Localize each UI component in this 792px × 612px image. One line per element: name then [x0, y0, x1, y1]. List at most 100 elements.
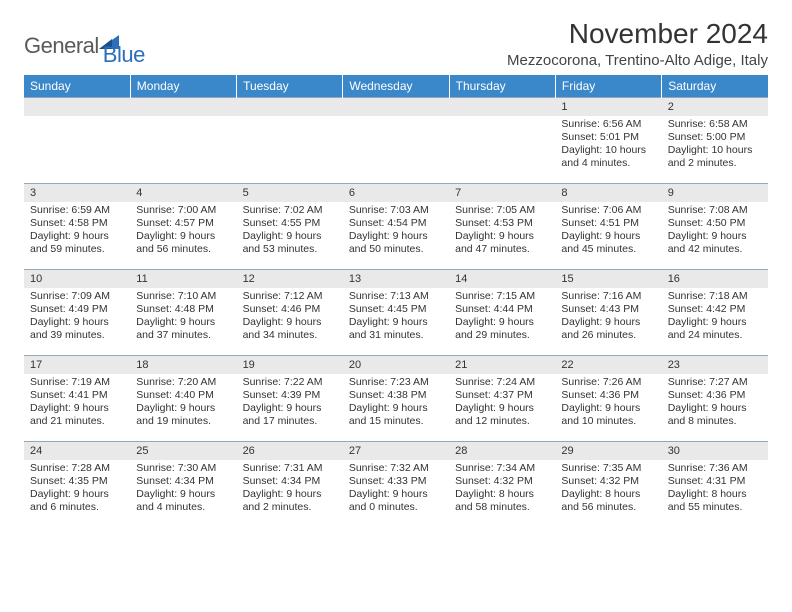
daylight-line2: and 15 minutes. — [349, 415, 443, 428]
daylight-line2: and 2 minutes. — [243, 501, 337, 514]
sunrise-text: Sunrise: 7:10 AM — [136, 290, 230, 303]
calendar-cell: 25Sunrise: 7:30 AMSunset: 4:34 PMDayligh… — [130, 442, 236, 528]
day-number: 24 — [24, 442, 130, 460]
day-details: Sunrise: 7:05 AMSunset: 4:53 PMDaylight:… — [449, 202, 555, 258]
day-details: Sunrise: 7:19 AMSunset: 4:41 PMDaylight:… — [24, 374, 130, 430]
day-number: 1 — [555, 98, 661, 116]
daylight-line2: and 56 minutes. — [561, 501, 655, 514]
daylight-line1: Daylight: 9 hours — [561, 402, 655, 415]
sunset-text: Sunset: 5:01 PM — [561, 131, 655, 144]
header: General Blue November 2024 Mezzocorona, … — [24, 18, 768, 69]
daylight-line1: Daylight: 9 hours — [349, 488, 443, 501]
sunrise-text: Sunrise: 7:36 AM — [668, 462, 762, 475]
daylight-line2: and 58 minutes. — [455, 501, 549, 514]
day-details: Sunrise: 6:59 AMSunset: 4:58 PMDaylight:… — [24, 202, 130, 258]
day-details: Sunrise: 7:35 AMSunset: 4:32 PMDaylight:… — [555, 460, 661, 516]
sunset-text: Sunset: 4:43 PM — [561, 303, 655, 316]
day-details: Sunrise: 7:02 AMSunset: 4:55 PMDaylight:… — [237, 202, 343, 258]
brand-logo: General Blue — [24, 18, 145, 68]
day-details: Sunrise: 7:12 AMSunset: 4:46 PMDaylight:… — [237, 288, 343, 344]
sunrise-text: Sunrise: 7:00 AM — [136, 204, 230, 217]
day-number: 13 — [343, 270, 449, 288]
sunset-text: Sunset: 4:46 PM — [243, 303, 337, 316]
sunset-text: Sunset: 4:36 PM — [668, 389, 762, 402]
sunset-text: Sunset: 4:42 PM — [668, 303, 762, 316]
day-details: Sunrise: 7:00 AMSunset: 4:57 PMDaylight:… — [130, 202, 236, 258]
daylight-line2: and 24 minutes. — [668, 329, 762, 342]
calendar-cell: 15Sunrise: 7:16 AMSunset: 4:43 PMDayligh… — [555, 270, 661, 356]
calendar-cell: 16 Sunrise: 7:18 AMSunset: 4:42 PMDayligh… — [662, 270, 768, 356]
calendar-cell — [24, 98, 130, 184]
day-details: Sunrise: 7:30 AMSunset: 4:34 PMDaylight:… — [130, 460, 236, 516]
sunrise-text: Sunrise: 6:59 AM — [30, 204, 124, 217]
day-number: 15 — [555, 270, 661, 288]
daylight-line2: and 0 minutes. — [349, 501, 443, 514]
calendar-cell: 11Sunrise: 7:10 AMSunset: 4:48 PMDayligh… — [130, 270, 236, 356]
sunrise-text: Sunrise: 7:34 AM — [455, 462, 549, 475]
calendar-body: 1Sunrise: 6:56 AMSunset: 5:01 PMDaylight… — [24, 98, 768, 528]
daylight-line1: Daylight: 9 hours — [349, 230, 443, 243]
calendar-cell: 9Sunrise: 7:08 AMSunset: 4:50 PMDaylight… — [662, 184, 768, 270]
daylight-line1: Daylight: 9 hours — [455, 316, 549, 329]
sunrise-text: Sunrise: 7:03 AM — [349, 204, 443, 217]
sunset-text: Sunset: 4:39 PM — [243, 389, 337, 402]
sunset-text: Sunset: 4:49 PM — [30, 303, 124, 316]
day-number — [130, 98, 236, 116]
sunset-text: Sunset: 4:34 PM — [243, 475, 337, 488]
sunrise-text: Sunrise: 7:09 AM — [30, 290, 124, 303]
sunrise-text: Sunrise: 7:15 AM — [455, 290, 549, 303]
daylight-line2: and 53 minutes. — [243, 243, 337, 256]
sunrise-text: Sunrise: 7:06 AM — [561, 204, 655, 217]
daylight-line1: Daylight: 9 hours — [243, 316, 337, 329]
sunrise-text: Sunrise: 7:18 AM — [668, 290, 762, 303]
calendar-cell: 29Sunrise: 7:35 AMSunset: 4:32 PMDayligh… — [555, 442, 661, 528]
sunset-text: Sunset: 4:36 PM — [561, 389, 655, 402]
day-number: 16 — [662, 270, 768, 288]
calendar-cell — [237, 98, 343, 184]
title-block: November 2024 Mezzocorona, Trentino-Alto… — [507, 18, 768, 69]
daylight-line2: and 55 minutes. — [668, 501, 762, 514]
calendar-cell: 3Sunrise: 6:59 AMSunset: 4:58 PMDaylight… — [24, 184, 130, 270]
sunset-text: Sunset: 4:58 PM — [30, 217, 124, 230]
daylight-line1: Daylight: 8 hours — [668, 488, 762, 501]
sunset-text: Sunset: 4:53 PM — [455, 217, 549, 230]
daylight-line2: and 4 minutes. — [136, 501, 230, 514]
daylight-line1: Daylight: 9 hours — [561, 230, 655, 243]
day-details: Sunrise: 7:10 AMSunset: 4:48 PMDaylight:… — [130, 288, 236, 344]
daylight-line1: Daylight: 9 hours — [455, 402, 549, 415]
daylight-line1: Daylight: 10 hours — [561, 144, 655, 157]
daylight-line1: Daylight: 9 hours — [243, 230, 337, 243]
calendar-cell: 19Sunrise: 7:22 AMSunset: 4:39 PMDayligh… — [237, 356, 343, 442]
daylight-line2: and 21 minutes. — [30, 415, 124, 428]
day-number: 14 — [449, 270, 555, 288]
day-number: 9 — [662, 184, 768, 202]
daylight-line1: Daylight: 8 hours — [561, 488, 655, 501]
day-details: Sunrise: 7:27 AMSunset: 4:36 PMDaylight:… — [662, 374, 768, 430]
daylight-line1: Daylight: 9 hours — [668, 402, 762, 415]
calendar-cell — [130, 98, 236, 184]
sunrise-text: Sunrise: 7:02 AM — [243, 204, 337, 217]
day-details: Sunrise: 7:36 AMSunset: 4:31 PMDaylight:… — [662, 460, 768, 516]
day-number: 6 — [343, 184, 449, 202]
day-number: 7 — [449, 184, 555, 202]
sunrise-text: Sunrise: 7:12 AM — [243, 290, 337, 303]
sunrise-text: Sunrise: 6:56 AM — [561, 118, 655, 131]
day-number: 28 — [449, 442, 555, 460]
sunset-text: Sunset: 4:45 PM — [349, 303, 443, 316]
sunrise-text: Sunrise: 7:32 AM — [349, 462, 443, 475]
calendar-cell: 4Sunrise: 7:00 AMSunset: 4:57 PMDaylight… — [130, 184, 236, 270]
daylight-line1: Daylight: 9 hours — [668, 316, 762, 329]
sunset-text: Sunset: 4:38 PM — [349, 389, 443, 402]
daylight-line2: and 39 minutes. — [30, 329, 124, 342]
sunrise-text: Sunrise: 7:13 AM — [349, 290, 443, 303]
day-details: Sunrise: 7:34 AMSunset: 4:32 PMDaylight:… — [449, 460, 555, 516]
sunset-text: Sunset: 4:54 PM — [349, 217, 443, 230]
daylight-line2: and 26 minutes. — [561, 329, 655, 342]
sunrise-text: Sunrise: 7:22 AM — [243, 376, 337, 389]
day-details: Sunrise: 7:26 AMSunset: 4:36 PMDaylight:… — [555, 374, 661, 430]
sunset-text: Sunset: 4:41 PM — [30, 389, 124, 402]
sunrise-text: Sunrise: 7:20 AM — [136, 376, 230, 389]
daylight-line1: Daylight: 9 hours — [136, 316, 230, 329]
calendar-cell: 21Sunrise: 7:24 AMSunset: 4:37 PMDayligh… — [449, 356, 555, 442]
weekday-header: Tuesday — [237, 75, 343, 98]
